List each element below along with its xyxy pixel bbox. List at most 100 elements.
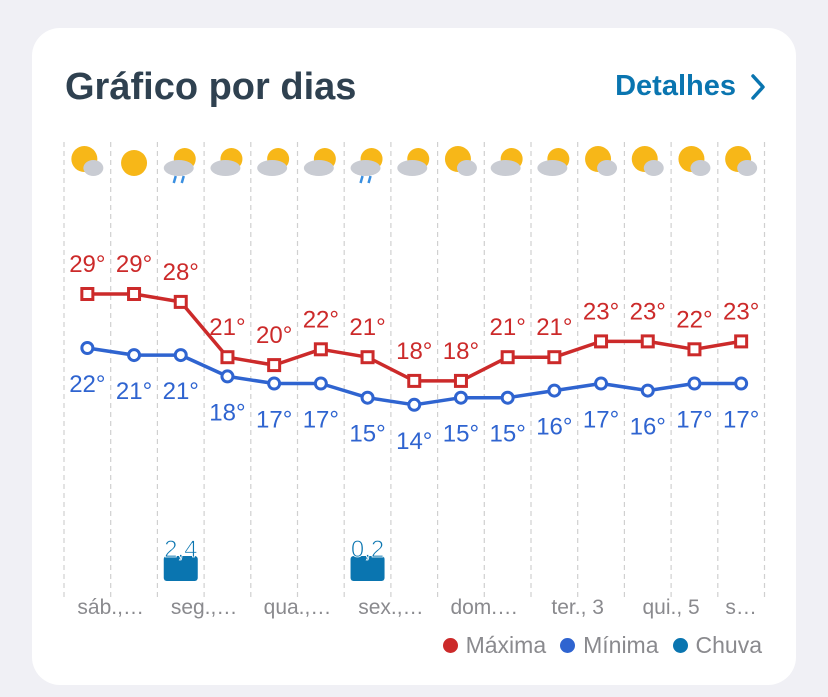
x-tick-label: sáb.,…: [77, 596, 144, 619]
max-point: [640, 334, 655, 349]
rain-label: 0,2: [351, 536, 384, 563]
cloud-shape: [537, 160, 568, 176]
sunny-icon: [121, 150, 148, 176]
partly-sunny-icon: [585, 146, 618, 176]
partly-cloudy-icon: [210, 148, 243, 176]
data-label: 18°: [209, 399, 245, 426]
data-label: 16°: [536, 414, 572, 441]
data-label: 23°: [583, 298, 619, 325]
data-label: 18°: [443, 338, 479, 365]
min-point: [407, 397, 422, 412]
data-label: 23°: [630, 298, 666, 325]
cloud-shape: [643, 160, 664, 176]
max-point: [407, 373, 422, 388]
cloud-shape: [257, 160, 288, 176]
data-label: 17°: [676, 407, 712, 434]
partly-sunny-icon: [678, 146, 711, 176]
cloud-shape: [397, 160, 428, 176]
x-tick-label: qua.,…: [264, 596, 332, 619]
min-point: [687, 376, 702, 391]
legend-label: Máxima: [465, 632, 547, 658]
x-tick-label: ter., 3: [551, 596, 604, 619]
x-tick-label: dom.…: [450, 596, 518, 619]
rain-label: 2,4: [164, 536, 197, 563]
max-point: [127, 287, 142, 301]
x-tick-label: seg.,…: [171, 596, 238, 619]
max-point: [734, 334, 749, 349]
data-label: 21°: [349, 314, 385, 341]
max-dot-icon: [442, 638, 458, 653]
partly-sunny-icon: [725, 146, 758, 176]
min-point: [80, 341, 95, 355]
data-label: 21°: [490, 314, 526, 341]
partly-cloudy-icon: [397, 148, 430, 176]
cloud-shape: [210, 160, 241, 176]
max-point: [687, 342, 702, 357]
legend-rain[interactable]: Chuva: [672, 632, 762, 659]
rain-drop: [180, 175, 185, 184]
cloud-shape: [163, 160, 194, 176]
details-link[interactable]: Detalhes: [615, 70, 766, 103]
legend-min[interactable]: Mínima: [560, 632, 659, 659]
data-label: 29°: [69, 251, 105, 278]
cloud-shape: [83, 160, 104, 176]
data-label: 15°: [443, 421, 479, 448]
data-label: 17°: [303, 407, 339, 434]
rain-bar: [163, 556, 198, 581]
data-label: 16°: [630, 414, 666, 441]
min-point: [360, 390, 375, 405]
legend-max[interactable]: Máxima: [442, 632, 547, 659]
min-point: [313, 376, 328, 391]
rain-icon: [350, 148, 383, 184]
legend-label: Mínima: [583, 632, 659, 658]
details-label: Detalhes: [615, 70, 736, 102]
max-point: [173, 294, 188, 309]
min-dot-icon: [560, 638, 576, 653]
max-point: [220, 350, 235, 365]
x-tick-label: s…: [725, 596, 757, 619]
rain-drop: [359, 175, 364, 184]
cloud-shape: [597, 160, 618, 176]
max-point: [313, 342, 328, 357]
chevron-right-icon: [751, 73, 765, 100]
data-label: 21°: [116, 378, 152, 405]
sun-shape: [121, 150, 148, 176]
max-point: [267, 358, 282, 373]
min-point: [734, 376, 749, 391]
data-label: 21°: [209, 314, 245, 341]
min-point: [453, 390, 468, 405]
max-point: [453, 373, 468, 388]
min-point: [220, 369, 235, 384]
min-point: [594, 376, 609, 391]
rain-dot-icon: [672, 638, 688, 653]
data-label: 22°: [303, 306, 339, 333]
min-point: [267, 376, 282, 391]
partly-sunny-icon: [631, 146, 664, 176]
data-label: 14°: [396, 428, 432, 455]
max-point: [80, 287, 95, 301]
chart-legend: Máxima Mínima Chuva: [442, 632, 762, 659]
data-label: 21°: [163, 378, 199, 405]
data-label: 23°: [723, 298, 759, 325]
max-point: [500, 350, 515, 365]
min-point: [173, 348, 188, 363]
card-title: Gráfico por dias: [65, 66, 357, 108]
partly-cloudy-icon: [537, 148, 570, 176]
partly-cloudy-icon: [303, 148, 336, 176]
cloud-shape: [737, 160, 758, 176]
data-label: 22°: [69, 371, 105, 398]
rain-bar: [350, 556, 385, 581]
min-point: [640, 383, 655, 398]
cloud-shape: [303, 160, 334, 176]
x-tick-label: qui., 5: [642, 596, 699, 619]
cloud-shape: [350, 160, 381, 176]
min-point: [127, 348, 142, 363]
data-label: 29°: [116, 251, 152, 278]
max-point: [547, 350, 562, 365]
data-label: 21°: [536, 314, 572, 341]
partly-sunny-icon: [444, 146, 477, 176]
cloud-shape: [456, 160, 477, 176]
data-label: 18°: [396, 338, 432, 365]
min-point: [500, 390, 515, 405]
